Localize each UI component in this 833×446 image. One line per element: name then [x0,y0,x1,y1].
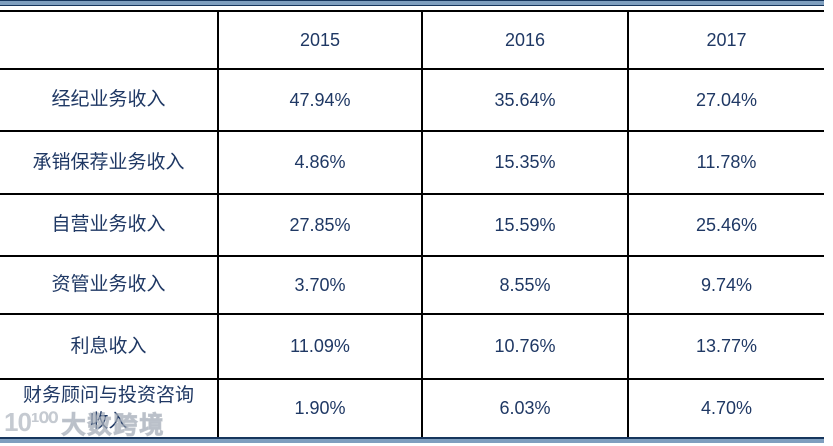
cell-value: 10.76% [421,314,628,380]
table-row: 利息收入 11.09% 10.76% 13.77% [0,314,824,380]
cell-value: 27.85% [217,194,422,257]
cell-value: 6.03% [421,379,628,437]
cell-value: 11.09% [217,314,422,380]
row-label: 承销保荐业务收入 [0,131,218,195]
cell-value: 15.59% [421,194,628,257]
table-row: 承销保荐业务收入 4.86% 15.35% 11.78% [0,131,824,195]
table-header-row: 2015 2016 2017 [0,11,824,70]
cell-value: 35.64% [421,69,628,132]
column-header-2017: 2017 [627,11,824,70]
cell-value: 4.70% [627,379,824,437]
revenue-share-table: 2015 2016 2017 经纪业务收入 47.94% 35.64% 27.0… [0,10,824,437]
row-label: 财务顾问与投资咨询收入 [22,384,194,432]
row-label: 利息收入 [0,314,218,380]
cell-value: 3.70% [217,256,422,315]
cell-value: 11.78% [627,131,824,195]
cell-value: 13.77% [627,314,824,380]
cell-value: 4.86% [217,131,422,195]
bottom-rule-band [0,437,824,443]
table-row: 资管业务收入 3.70% 8.55% 9.74% [0,256,824,315]
table-row: 经纪业务收入 47.94% 35.64% 27.04% [0,69,824,132]
row-label: 经纪业务收入 [0,69,218,132]
top-rule-band [0,0,824,6]
table-row: 财务顾问与投资咨询收入 1.90% 6.03% 4.70% [0,379,824,437]
corner-header-cell [0,11,218,70]
cell-value: 15.35% [421,131,628,195]
cell-value: 8.55% [421,256,628,315]
cell-value: 27.04% [627,69,824,132]
cell-value: 9.74% [627,256,824,315]
column-header-2016: 2016 [421,11,628,70]
cell-value: 25.46% [627,194,824,257]
table-row: 自营业务收入 27.85% 15.59% 25.46% [0,194,824,257]
cell-value: 1.90% [217,379,422,437]
row-label: 资管业务收入 [0,256,218,315]
row-label: 自营业务收入 [0,194,218,257]
column-header-2015: 2015 [217,11,422,70]
cell-value: 47.94% [217,69,422,132]
